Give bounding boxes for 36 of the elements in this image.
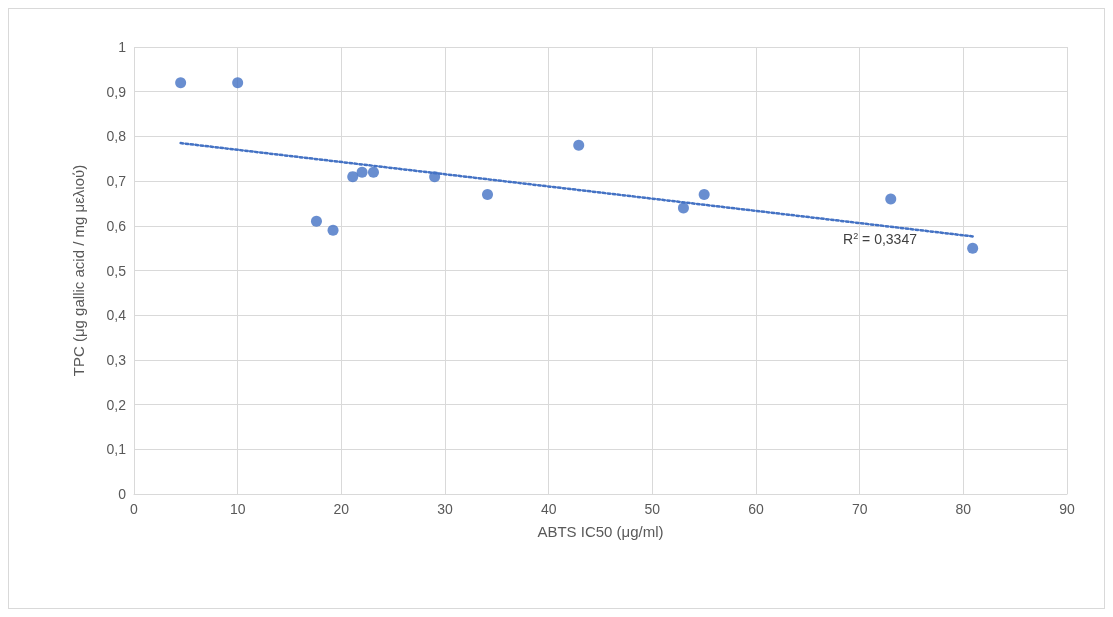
point [356, 166, 368, 178]
y-tick-label: 0,9 [106, 83, 127, 100]
point [885, 193, 897, 205]
point [367, 166, 379, 178]
point [967, 242, 979, 254]
x-axis-title: ABTS IC50 (μg/ml) [537, 523, 664, 540]
x-tick-label: 40 [540, 501, 557, 517]
y-tick-label: 0,7 [106, 173, 127, 190]
y-tick-label: 0,3 [106, 351, 127, 368]
point [232, 77, 244, 89]
y-tick-label: 0,4 [106, 307, 127, 324]
x-tick-label: 10 [229, 501, 246, 517]
point [347, 171, 359, 183]
x-tick-label: 30 [437, 501, 453, 517]
x-tick-label: 0 [130, 501, 139, 517]
point [677, 202, 689, 214]
y-tick-label: 0,6 [106, 217, 127, 234]
x-tick-label: 50 [644, 501, 661, 517]
point [327, 224, 339, 236]
x-tick-label: 20 [333, 501, 350, 517]
point [698, 189, 710, 201]
point [482, 189, 493, 201]
y-tick-label: 0,8 [106, 128, 127, 145]
y-axis-title: TPC (μg gallic acid / mg μελιού) [70, 164, 87, 377]
x-tick-label: 70 [851, 501, 868, 517]
x-tick-label: 90 [1059, 501, 1075, 517]
y-tick-label: 0,5 [106, 262, 127, 279]
y-tick-label: 1 [118, 39, 127, 55]
x-tick-label: 60 [748, 501, 764, 517]
point [175, 77, 187, 89]
y-tick-label: 0,2 [106, 396, 127, 413]
y-tick-label: 0 [118, 486, 127, 502]
y-tick-label: 0,1 [106, 441, 127, 458]
point [310, 215, 322, 227]
point [573, 139, 585, 151]
x-tick-label: 80 [955, 501, 972, 517]
